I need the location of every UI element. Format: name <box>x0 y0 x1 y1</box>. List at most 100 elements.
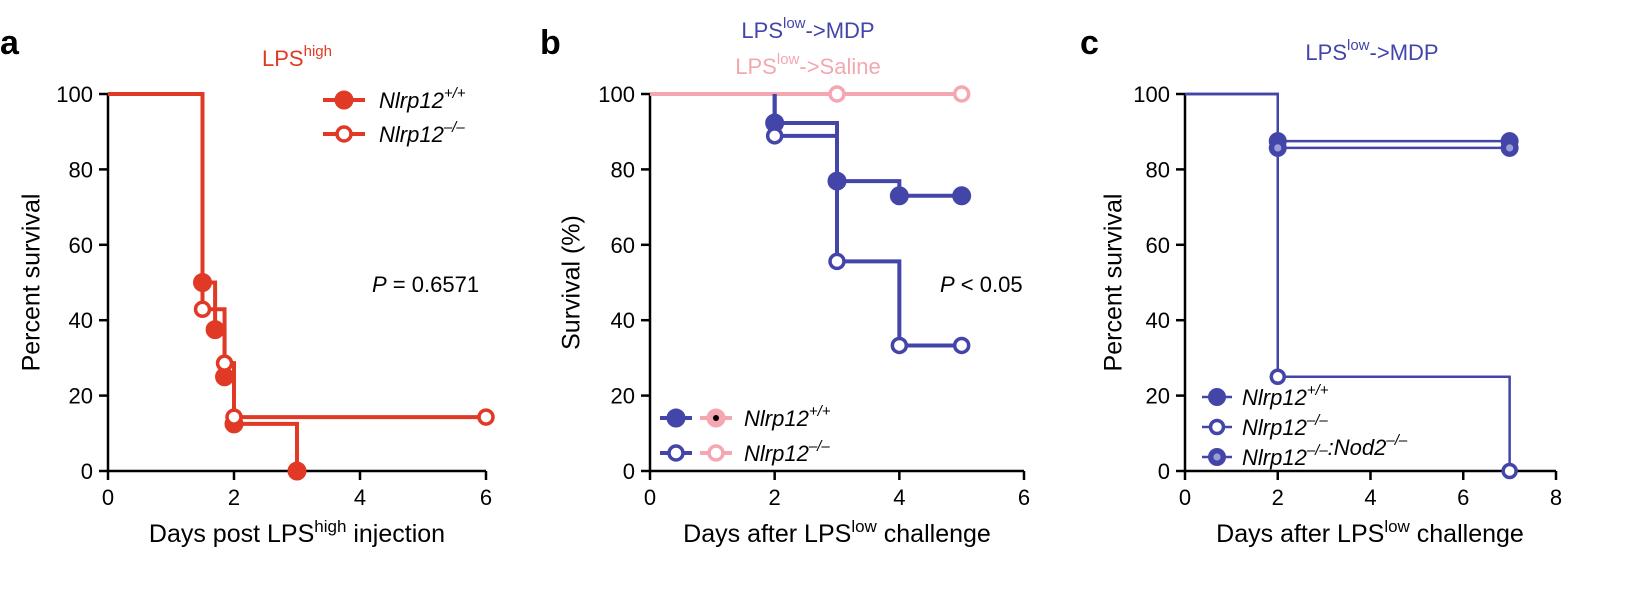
text-span: –/– <box>808 438 831 455</box>
x-tick-label: 0 <box>644 485 656 510</box>
text-span: –/– <box>1306 442 1329 459</box>
data-point <box>287 461 307 481</box>
legend-marker <box>1208 418 1226 436</box>
data-point <box>952 186 972 206</box>
data-point-center <box>1274 144 1282 152</box>
text-span: challenge <box>1410 520 1524 548</box>
text-span: Days post LPS <box>149 520 314 548</box>
text-span: +/+ <box>444 85 466 102</box>
text-span: Days after LPS <box>1216 520 1384 548</box>
data-point <box>205 320 225 340</box>
series-line <box>1185 92 1510 143</box>
text-span: low <box>1347 37 1370 54</box>
legend-marker <box>707 444 725 462</box>
text-span: +/+ <box>809 403 831 420</box>
data-point <box>477 408 495 426</box>
text-span: +/+ <box>1307 382 1329 399</box>
data-point <box>952 336 971 355</box>
legend-marker <box>1208 388 1226 406</box>
text-span: Nlrp12 <box>1242 445 1307 470</box>
text-span: Nlrp12 <box>1242 415 1307 440</box>
x-tick-label: 4 <box>354 485 366 510</box>
x-tick-label: 2 <box>228 485 240 510</box>
x-tick-label: 4 <box>893 485 905 510</box>
text-span: ->MDP <box>1370 40 1439 65</box>
text-span: –/– <box>1385 432 1408 449</box>
x-axis-label: Days after LPSlow challenge <box>683 517 991 548</box>
x-tick-label: 2 <box>1272 485 1284 510</box>
legend-label: Nlrp12+/+ <box>379 85 466 113</box>
data-point <box>828 252 846 271</box>
legend-label: Nlrp12–/– <box>379 119 465 147</box>
text-span: Nlrp12 <box>1242 385 1307 410</box>
y-tick-label: 40 <box>1146 308 1170 333</box>
x-tick-label: 6 <box>1018 485 1030 510</box>
text-span: P <box>372 272 387 297</box>
y-tick-label: 0 <box>81 459 93 484</box>
data-point <box>889 186 909 206</box>
y-tick-label: 0 <box>623 459 635 484</box>
legend-marker <box>667 444 685 462</box>
text-span: low <box>783 15 806 32</box>
legend: Nlrp12+/+Nlrp12–/– <box>660 403 831 466</box>
y-axis-label: Survival (%) <box>558 215 586 350</box>
chart-title: LPSlow->Saline <box>735 51 880 79</box>
text-span: challenge <box>877 520 991 548</box>
data-point <box>890 336 909 355</box>
legend-label: Nlrp12+/+ <box>1242 382 1329 410</box>
legend-marker-center <box>713 415 719 421</box>
text-span: LPS <box>735 54 777 79</box>
panel-a: a 0 20 40 60 80 100 0 2 4 6 Percent survival Days po… <box>0 24 495 548</box>
y-tick-label: 0 <box>1158 459 1170 484</box>
text-span: LPS <box>262 46 304 71</box>
text-span: high <box>314 517 346 536</box>
text-span: low <box>851 517 877 536</box>
data-point <box>225 408 243 426</box>
text-span: Nlrp12 <box>744 406 809 431</box>
series-line <box>772 94 962 348</box>
legend-marker-center <box>1213 453 1221 461</box>
y-tick-label: 20 <box>611 384 635 409</box>
y-tick-label: 80 <box>1146 157 1170 182</box>
text-span: –/– <box>443 119 466 136</box>
panel-c: c 0 20 40 60 80 100 0 2 4 6 8 Percent survival Days a… <box>1080 24 1562 548</box>
data-point <box>1269 368 1286 385</box>
y-tick-label: 100 <box>1133 82 1170 107</box>
y-axis-label: Percent survival <box>18 194 46 372</box>
panel-letter-c: c <box>1080 24 1099 62</box>
text-span: Nlrp12 <box>379 88 444 113</box>
text-span: < 0.05 <box>955 272 1023 297</box>
series-line <box>1185 92 1510 150</box>
data-point <box>193 300 212 319</box>
text-span: LPS <box>1305 40 1347 65</box>
data-point <box>1501 462 1518 480</box>
text-span: P <box>940 272 955 297</box>
legend-label: Nlrp12–/–:Nod2–/– <box>1242 432 1408 470</box>
y-tick-label: 20 <box>69 384 93 409</box>
y-tick-label: 20 <box>1146 384 1170 409</box>
panel-letter-a: a <box>0 24 20 62</box>
y-tick-label: 40 <box>611 308 635 333</box>
series-line <box>1185 92 1511 471</box>
chart-title: LPShigh <box>262 43 332 71</box>
y-tick-label: 80 <box>69 157 93 182</box>
text-span: = 0.6571 <box>387 272 479 297</box>
y-tick-label: 40 <box>69 308 93 333</box>
x-tick-label: 8 <box>1550 485 1562 510</box>
x-axis-label: Days after LPSlow challenge <box>1216 517 1524 548</box>
panel-letter-b: b <box>540 24 561 62</box>
x-tick-label: 6 <box>1457 485 1469 510</box>
x-tick-label: 2 <box>769 485 781 510</box>
data-point <box>827 171 847 191</box>
y-tick-label: 60 <box>1146 233 1170 258</box>
text-span: Nlrp12 <box>744 441 809 466</box>
text-span: Nlrp12 <box>379 122 444 147</box>
legend: Nlrp12+/+Nlrp12–/–Nlrp12–/–:Nod2–/– <box>1202 382 1408 470</box>
legend-label: Nlrp12+/+ <box>744 403 831 431</box>
text-span: ->MDP <box>806 18 875 43</box>
data-point <box>193 273 212 292</box>
x-tick-label: 4 <box>1364 485 1376 510</box>
legend-label: Nlrp12–/– <box>744 438 830 466</box>
text-span: :Nod2 <box>1328 435 1387 460</box>
